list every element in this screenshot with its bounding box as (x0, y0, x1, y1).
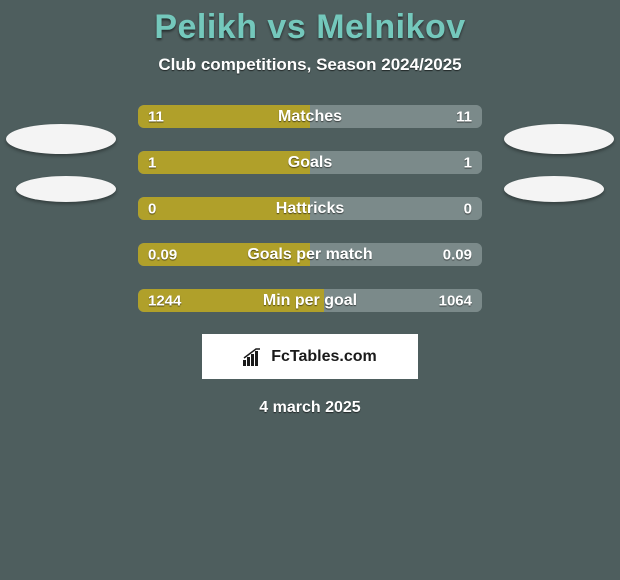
stat-left-value: 11 (148, 108, 164, 125)
stat-row: 0.09 0.09 Goals per match (138, 243, 482, 266)
stat-category-label: Matches (278, 108, 342, 126)
stat-right-value: 1 (464, 154, 472, 171)
page-title: Pelikh vs Melnikov (0, 8, 620, 47)
stat-row: 0 0 Hattricks (138, 197, 482, 220)
stat-category-label: Hattricks (276, 200, 344, 218)
stat-right-value: 0 (464, 200, 472, 217)
stat-left-value: 1 (148, 154, 156, 171)
stat-right-fill (310, 151, 482, 174)
title-player-left: Pelikh (154, 8, 257, 46)
stat-category-label: Min per goal (263, 292, 357, 310)
title-vs: vs (257, 8, 316, 46)
stat-right-value: 1064 (439, 292, 472, 309)
stat-row: 1 1 Goals (138, 151, 482, 174)
stat-left-value: 1244 (148, 292, 181, 309)
brand-box: FcTables.com (202, 334, 418, 379)
chart-bars-icon (243, 348, 265, 366)
stat-right-value: 11 (456, 108, 472, 125)
stat-left-value: 0.09 (148, 246, 177, 263)
stat-row: 11 11 Matches (138, 105, 482, 128)
brand-label: FcTables.com (271, 348, 377, 366)
title-player-right: Melnikov (316, 8, 465, 46)
stat-row: 1244 1064 Min per goal (138, 289, 482, 312)
date-label: 4 march 2025 (0, 399, 620, 417)
comparison-infographic: Pelikh vs Melnikov Club competitions, Se… (0, 0, 620, 580)
subtitle: Club competitions, Season 2024/2025 (0, 55, 620, 75)
stat-category-label: Goals (288, 154, 332, 172)
stat-left-fill (138, 151, 310, 174)
stat-right-value: 0.09 (443, 246, 472, 263)
comparison-rows: 1111Matches11Goals00Hattricks0.090.09Goa… (0, 105, 620, 312)
stat-category-label: Goals per match (247, 246, 372, 264)
stat-left-value: 0 (148, 200, 156, 217)
